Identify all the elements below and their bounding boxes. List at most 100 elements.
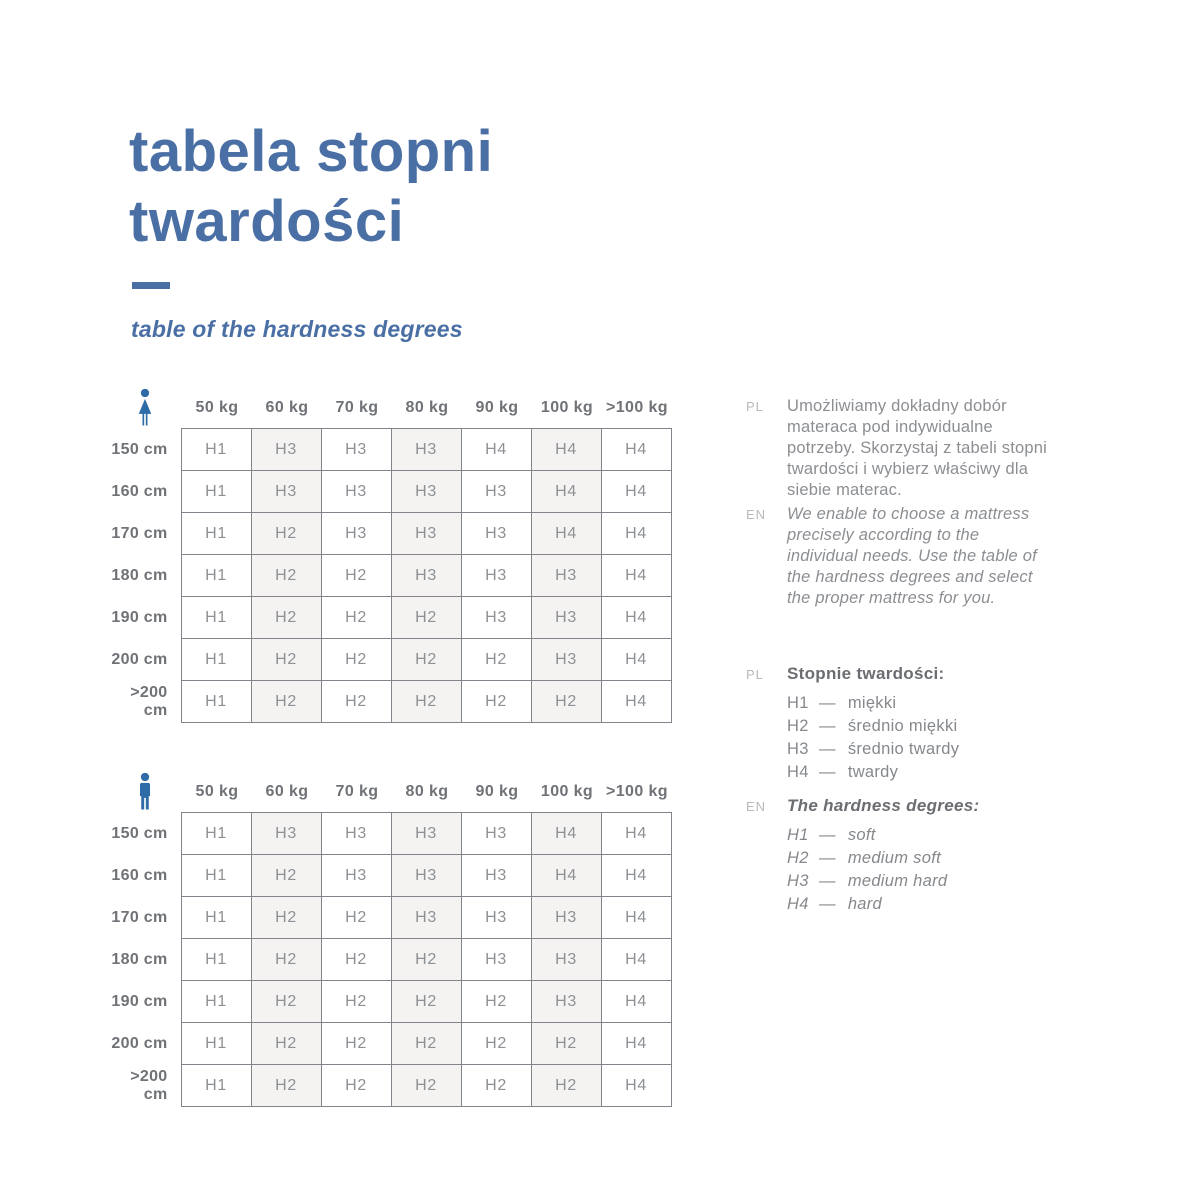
weight-header: 60 kg	[265, 783, 309, 800]
hardness-cell: H1	[180, 596, 252, 639]
table-row: 160 cm H1 H2 H3 H3 H3 H4 H4	[108, 854, 672, 897]
hardness-cell: H4	[600, 428, 672, 471]
hardness-cell: H2	[530, 1064, 602, 1107]
legend-item-label: medium hard	[847, 872, 948, 890]
hardness-cell: H2	[460, 638, 532, 681]
height-row-label: 160 cm	[108, 854, 181, 897]
lang-tag-en: EN	[746, 507, 767, 522]
hardness-cell: H4	[600, 470, 672, 513]
hardness-cell: H3	[250, 428, 322, 471]
weight-header: >100 kg	[606, 399, 668, 416]
hardness-cell: H3	[460, 596, 532, 639]
legend-item-code: H3	[787, 872, 809, 890]
hardness-cell: H4	[460, 428, 532, 471]
legend-pl-items: H1 — miękki H2 — średnio miękki H3 — średnio twa…	[787, 694, 959, 786]
hardness-cell: H1	[180, 428, 252, 471]
hardness-cell: H3	[250, 812, 322, 855]
note-en-text: We enable to choose a mattress precisely…	[787, 505, 1037, 607]
height-row-label: 190 cm	[108, 596, 181, 639]
hardness-cell: H4	[530, 428, 602, 471]
weight-header: 70 kg	[335, 783, 379, 800]
hardness-cell: H4	[530, 512, 602, 555]
page-subtitle: table of the hardness degrees	[131, 316, 463, 342]
table-women: 50 kg 60 kg 70 kg 80 kg 90 kg 100 kg >10…	[108, 386, 672, 723]
legend-pl: PL Stopnie twardości: H1 — miękki H2 — średni…	[746, 664, 1076, 786]
hardness-grid-men: 150 cm H1 H3 H3 H3 H3 H4 H4 160 cm H1 H2 H3 H3 H3 H4 H4…	[108, 812, 672, 1107]
page-title-line1: tabela stopni	[129, 119, 494, 184]
note-en: EN We enable to choose a mattress precis…	[746, 504, 1076, 609]
hardness-cell: H3	[390, 470, 462, 513]
hardness-cell: H3	[460, 938, 532, 981]
hardness-cell: H2	[320, 596, 392, 639]
title-dash	[132, 282, 170, 289]
table-row: 180 cm H1 H2 H2 H2 H3 H3 H4	[108, 938, 672, 981]
legend-item-label: hard	[847, 895, 883, 913]
page-title-line2: twardości	[129, 188, 405, 254]
legend-item-code: H3	[787, 740, 809, 758]
weight-header: 80 kg	[405, 783, 449, 800]
hardness-cell: H2	[250, 596, 322, 639]
hardness-cell: H2	[320, 1064, 392, 1107]
hardness-cell: H4	[600, 554, 672, 597]
hardness-cell: H1	[180, 554, 252, 597]
table-men: 50 kg 60 kg 70 kg 80 kg 90 kg 100 kg >10…	[108, 770, 672, 1107]
hardness-cell: H2	[320, 980, 392, 1023]
hardness-grid-women: 150 cm H1 H3 H3 H3 H4 H4 H4 160 cm H1 H3 H3 H3 H3 H4 H4…	[108, 428, 672, 723]
woman-icon	[108, 386, 182, 428]
legend-item: H4 — hard	[787, 895, 979, 918]
hardness-cell: H2	[250, 638, 322, 681]
height-row-label: 200 cm	[108, 1022, 181, 1065]
lang-tag-pl: PL	[746, 399, 764, 414]
hardness-cell: H2	[320, 938, 392, 981]
hardness-cell: H3	[390, 854, 462, 897]
hardness-cell: H2	[250, 938, 322, 981]
legend-item-dash: —	[819, 826, 836, 844]
hardness-cell: H4	[600, 938, 672, 981]
table-row: 180 cm H1 H2 H2 H3 H3 H3 H4	[108, 554, 672, 597]
hardness-cell: H4	[530, 470, 602, 513]
hardness-cell: H3	[250, 470, 322, 513]
hardness-cell: H3	[320, 512, 392, 555]
page-title: tabela stopni twardości	[129, 117, 493, 256]
legend-item: H3 — medium hard	[787, 872, 979, 895]
hardness-cell: H3	[390, 812, 462, 855]
legend-item-code: H1	[787, 826, 809, 844]
legend-item: H4 — twardy	[787, 763, 959, 786]
hardness-cell: H3	[390, 554, 462, 597]
hardness-cell: H2	[250, 1064, 322, 1107]
hardness-cell: H1	[180, 938, 252, 981]
hardness-cell: H2	[250, 896, 322, 939]
legend-item-code: H1	[787, 694, 809, 712]
legend-item-code: H4	[787, 763, 809, 781]
hardness-cell: H3	[460, 896, 532, 939]
hardness-cell: H3	[460, 470, 532, 513]
hardness-cell: H1	[180, 854, 252, 897]
table-row: 200 cm H1 H2 H2 H2 H2 H2 H4	[108, 1022, 672, 1065]
weight-header: >100 kg	[606, 783, 668, 800]
legend-item-code: H2	[787, 849, 809, 867]
hardness-cell: H2	[460, 980, 532, 1023]
hardness-cell: H2	[390, 938, 462, 981]
hardness-cell: H2	[250, 554, 322, 597]
hardness-cell: H2	[390, 638, 462, 681]
hardness-cell: H2	[390, 1064, 462, 1107]
hardness-cell: H4	[530, 812, 602, 855]
hardness-cell: H4	[600, 638, 672, 681]
hardness-cell: H2	[390, 1022, 462, 1065]
hardness-cell: H2	[390, 596, 462, 639]
weight-header: 100 kg	[540, 783, 594, 800]
hardness-cell: H2	[250, 980, 322, 1023]
height-row-label: >200 cm	[108, 680, 181, 723]
hardness-cell: H3	[530, 980, 602, 1023]
hardness-cell: H3	[390, 512, 462, 555]
hardness-cell: H4	[600, 1022, 672, 1065]
legend-item-dash: —	[819, 740, 836, 758]
hardness-cell: H1	[180, 470, 252, 513]
hardness-cell: H2	[460, 1022, 532, 1065]
height-row-label: 160 cm	[108, 470, 181, 513]
hardness-cell: H3	[320, 812, 392, 855]
hardness-cell: H4	[600, 812, 672, 855]
height-row-label: 150 cm	[108, 428, 181, 471]
height-row-label: 170 cm	[108, 512, 181, 555]
table-row: 160 cm H1 H3 H3 H3 H3 H4 H4	[108, 470, 672, 513]
